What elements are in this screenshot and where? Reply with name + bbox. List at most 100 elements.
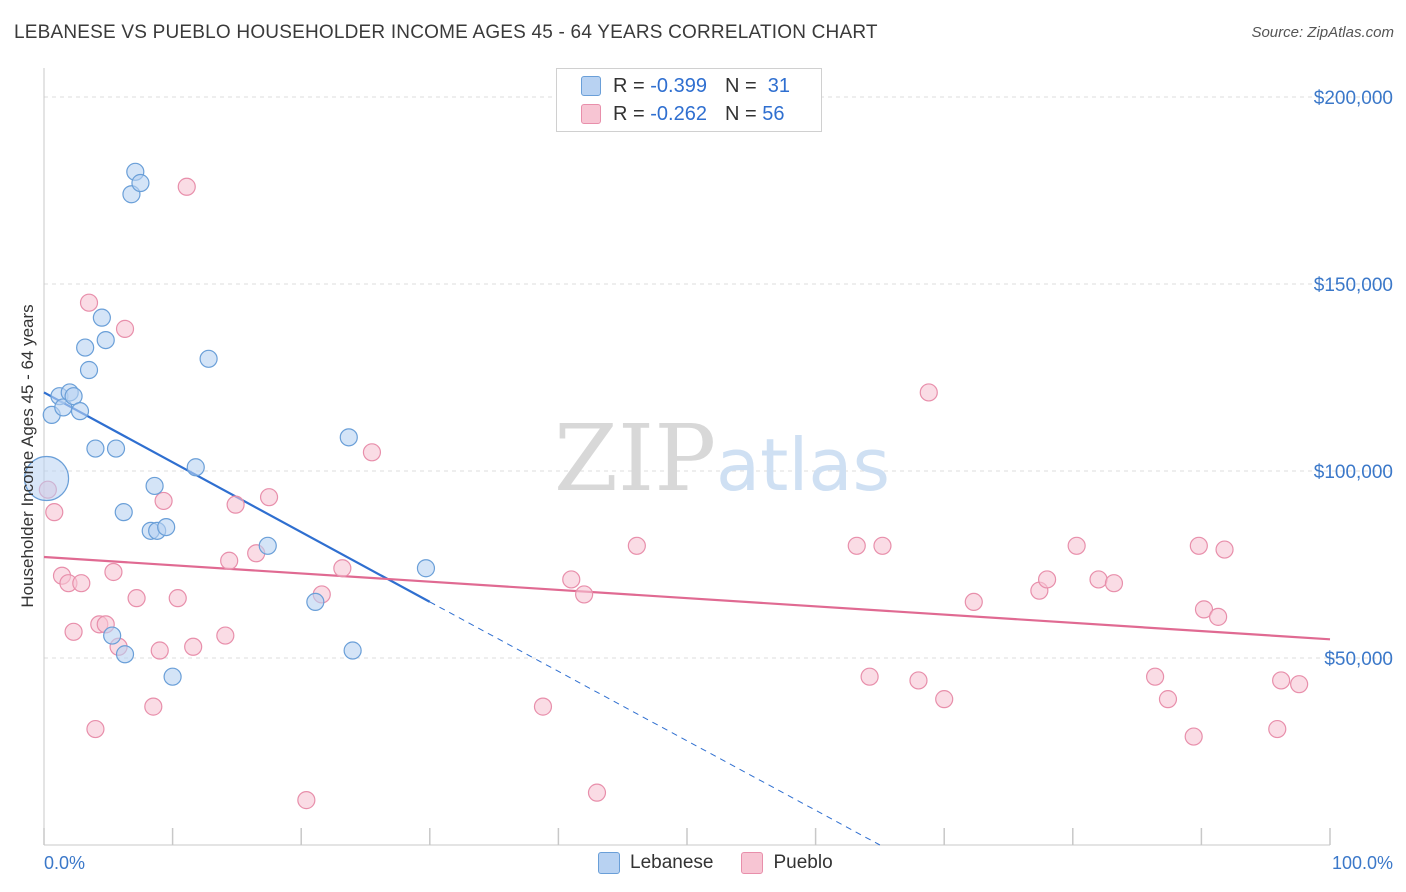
pueblo-point	[333, 559, 352, 578]
pueblo-point	[562, 570, 581, 589]
pueblo-point	[935, 690, 954, 709]
n-label: N =	[724, 74, 757, 97]
r-label: R =	[613, 102, 645, 125]
pueblo-point	[964, 592, 983, 612]
lebanese-point	[306, 592, 325, 612]
lebanese-point	[199, 349, 218, 368]
pueblo-point	[587, 783, 607, 802]
pueblo-point	[362, 443, 382, 462]
lebanese-point	[114, 503, 133, 522]
lebanese-point	[163, 667, 182, 686]
pueblo-point	[115, 319, 135, 338]
watermark-zip: ZIP	[554, 405, 716, 512]
legend-item-lebanese: Lebanese	[598, 852, 713, 874]
series-legend: Lebanese Pueblo	[598, 852, 861, 874]
pueblo-point	[533, 697, 553, 716]
lebanese-point	[103, 626, 122, 645]
source-label: Source: ZipAtlas.com	[1251, 24, 1394, 41]
pueblo-point	[919, 383, 938, 402]
pueblo-point	[860, 667, 879, 686]
pueblo-point	[220, 551, 239, 570]
pueblo-point	[64, 622, 83, 641]
pueblo-point	[847, 536, 866, 555]
pueblo-point	[1037, 570, 1057, 589]
lebanese-point	[131, 173, 150, 193]
lebanese-point	[96, 331, 115, 350]
chart-title: LEBANESE VS PUEBLO HOUSEHOLDER INCOME AG…	[14, 22, 878, 43]
lebanese-point	[339, 428, 358, 447]
pueblo-point	[216, 626, 235, 645]
y-tick-label: $200,000	[1314, 88, 1393, 109]
lebanese-point	[343, 641, 362, 660]
y-axis-label: Householder Income Ages 45 - 64 years	[18, 304, 37, 607]
gridlines	[44, 96, 1392, 659]
data-points	[23, 162, 1309, 810]
n-value: 56	[762, 102, 785, 125]
r-label: R =	[613, 74, 645, 97]
lebanese-trend-extension	[429, 601, 881, 846]
pueblo-trend-line	[43, 555, 1331, 641]
pueblo-point	[259, 488, 279, 507]
pueblo-point	[127, 589, 146, 608]
pueblo-point	[1209, 607, 1228, 626]
pueblo-point	[79, 293, 99, 312]
legend-row-pueblo: R = -0.262 N = 56	[581, 101, 784, 127]
pueblo-point	[1194, 600, 1214, 619]
stats-legend: R = -0.399 N = 31 R = -0.262 N = 56	[556, 68, 822, 132]
pueblo-point	[1067, 536, 1086, 555]
pueblo-point	[1268, 719, 1287, 739]
lebanese-swatch	[598, 852, 620, 874]
pueblo-point	[1104, 574, 1124, 593]
pueblo-point	[72, 574, 91, 593]
pueblo-swatch	[581, 104, 601, 124]
axis-labels: $50,000 $100,000 $150,000 $200,000 0.0% 100.0…	[18, 88, 1393, 873]
legend-label: Lebanese	[630, 852, 714, 873]
pueblo-point	[1146, 667, 1165, 686]
pueblo-point	[575, 585, 594, 604]
pueblo-point	[168, 589, 187, 608]
lebanese-point	[79, 360, 99, 380]
watermark: ZIP atlas	[554, 405, 890, 512]
lebanese-point	[416, 559, 436, 578]
lebanese-point	[23, 455, 70, 502]
pueblo-point	[150, 641, 169, 660]
n-value: 31	[767, 74, 791, 97]
lebanese-point	[92, 308, 111, 327]
pueblo-point	[1189, 536, 1208, 555]
pueblo-point	[1215, 540, 1234, 559]
lebanese-point	[86, 439, 105, 458]
r-value: -0.262	[650, 102, 707, 125]
pueblo-point	[1184, 727, 1203, 746]
legend-item-pueblo: Pueblo	[741, 852, 833, 874]
pueblo-point	[45, 503, 64, 522]
y-tick-label: $50,000	[1324, 649, 1393, 670]
pueblo-point	[144, 697, 163, 716]
pueblo-point	[86, 719, 105, 739]
lebanese-point	[115, 645, 135, 664]
pueblo-point	[226, 495, 245, 514]
watermark-atlas: atlas	[716, 423, 890, 507]
y-tick-label: $150,000	[1314, 275, 1393, 296]
pueblo-point	[1158, 690, 1178, 709]
r-value: -0.399	[650, 74, 707, 97]
lebanese-point	[106, 439, 126, 458]
x-tick-label: 100.0%	[1332, 853, 1393, 873]
x-tick-label: 0.0%	[44, 853, 85, 873]
pueblo-point	[177, 177, 196, 196]
pueblo-point	[909, 671, 928, 690]
pueblo-point	[627, 536, 646, 555]
lebanese-point	[64, 387, 83, 406]
legend-label: Pueblo	[773, 852, 833, 873]
pueblo-point	[1089, 570, 1108, 589]
n-label: N =	[724, 102, 757, 125]
pueblo-point	[873, 536, 892, 555]
y-tick-label: $100,000	[1314, 462, 1393, 483]
pueblo-point	[154, 491, 173, 511]
legend-row-lebanese: R = -0.399 N = 31	[581, 73, 790, 99]
lebanese-point	[70, 402, 90, 421]
lebanese-point	[157, 517, 176, 537]
lebanese-swatch	[581, 76, 601, 96]
lebanese-point	[186, 458, 205, 477]
lebanese-point	[258, 536, 277, 555]
